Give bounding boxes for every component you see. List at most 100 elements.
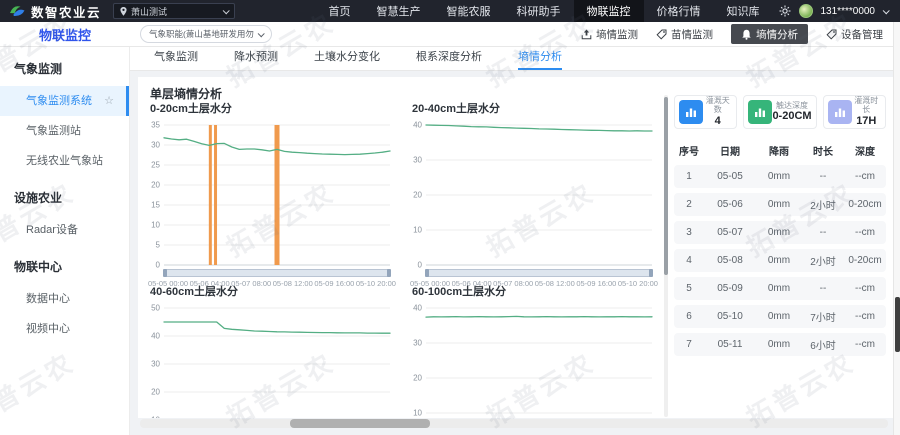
chart-canvas[interactable]: 01020304050: [140, 300, 398, 418]
svg-text:40: 40: [151, 332, 160, 341]
location-label: 萧山测试: [131, 6, 168, 17]
svg-text:30: 30: [151, 360, 160, 369]
svg-text:10: 10: [413, 409, 422, 418]
svg-text:35: 35: [151, 121, 160, 130]
soil-monitor-button[interactable]: 墒情监测: [581, 24, 638, 44]
tab-bar: 气象监测 降水预测 土壤水分变化 根系深度分析 墒情分析: [130, 47, 893, 71]
table-header-cell: 日期: [720, 146, 740, 158]
svg-text:0: 0: [156, 261, 161, 270]
station-selector-label: 气象职能(萧山基地研发用勿动): [149, 29, 254, 39]
app-logo: 数智农业云: [0, 2, 113, 21]
main-panel: 单层墒情分析 0-20cm土层水分 0 5 10 15 20 25 30 35 05-05 00…: [138, 77, 893, 418]
location-selector[interactable]: 萧山测试: [113, 3, 236, 19]
tab-root-depth-analysis[interactable]: 根系深度分析: [416, 51, 482, 63]
charts-scrollbar: [664, 95, 668, 417]
device-management-button[interactable]: 设备管理: [826, 24, 883, 44]
user-avatar[interactable]: [798, 4, 813, 18]
toolbar: 墒情监测 苗情监测 墒情分析: [581, 24, 893, 44]
bar-chart-icon: [679, 100, 703, 124]
sidebar-item-data-center[interactable]: 数据中心: [26, 293, 70, 305]
sidebar-section-facility: 设施农业: [14, 191, 63, 205]
seedling-monitor-button[interactable]: 苗情监测: [656, 24, 713, 44]
svg-text:40: 40: [413, 121, 422, 130]
datazoom-slider[interactable]: [425, 269, 653, 277]
nav-item-home[interactable]: 首页: [328, 6, 351, 18]
sidebar: 气象监测 气象监测系统 ☆ 气象监测站 无线农业气象站 设施农业 Radar设备…: [0, 47, 130, 435]
sidebar-item-video-center[interactable]: 视频中心: [26, 323, 70, 335]
tab-soil-moisture-change[interactable]: 土壤水分变化: [314, 51, 380, 63]
window-scrollbar: [893, 22, 900, 435]
user-phone: 131****0000: [820, 5, 876, 17]
table-row[interactable]: 1 05-05 0mm -- --cm: [674, 165, 886, 188]
horizontal-scrollbar-thumb[interactable]: [290, 419, 430, 428]
chart-title: 60-100cm土层水分: [412, 286, 507, 298]
star-icon[interactable]: ☆: [104, 95, 114, 107]
chart-title: 0-20cm土层水分: [150, 103, 232, 115]
stat-value: 0-20CM: [772, 110, 812, 123]
table-header-cell: 降雨: [769, 146, 789, 158]
svg-text:20: 20: [151, 388, 160, 397]
station-selector[interactable]: 气象职能(萧山基地研发用勿动): [140, 25, 272, 43]
svg-text:10: 10: [413, 226, 422, 235]
chart-20-40cm: 20-40cm土层水分 0 10 20 30 40 05-05 00:00 05-06 04…: [402, 100, 660, 288]
chart-canvas[interactable]: 0 10 20 30 40 05-05 00:00 05-06 04:00 05-07 08:…: [402, 117, 660, 289]
table-row[interactable]: 4 05-08 0mm 2小时 0-20cm: [674, 249, 886, 272]
sidebar-item-wireless-station[interactable]: 无线农业气象站: [26, 155, 103, 167]
stat-card-reached-depth: 触达深度 0-20CM: [743, 95, 817, 129]
chart-title: 20-40cm土层水分: [412, 103, 501, 115]
nav-item-price-market[interactable]: 价格行情: [656, 6, 701, 18]
svg-text:15: 15: [151, 201, 160, 210]
svg-text:30: 30: [413, 339, 422, 348]
tab-precipitation-forecast[interactable]: 降水预测: [234, 51, 278, 63]
svg-text:10: 10: [151, 221, 160, 230]
chart-0-20cm: 0-20cm土层水分 0 5 10 15 20 25 30 35 05-05 00:00 05-0…: [140, 100, 398, 288]
stat-card-irrigation-days: 灌溉天数 4: [674, 95, 738, 129]
table-row[interactable]: 3 05-07 0mm -- --cm: [674, 221, 886, 244]
nav-item-research-assistant[interactable]: 科研助手: [516, 6, 561, 18]
nav-item-knowledge-base[interactable]: 知识库: [726, 6, 760, 18]
chart-canvas[interactable]: 0 5 10 15 20 25 30 35 05-05 00:00 05-06 04:00 05-0…: [140, 117, 398, 289]
sidebar-item-weather-system[interactable]: 气象监测系统 ☆: [0, 86, 129, 116]
nav-item-smart-production[interactable]: 智慧生产: [376, 6, 421, 18]
user-menu-chevron-icon[interactable]: [882, 6, 890, 14]
nav-item-smart-service[interactable]: 智能农服: [446, 6, 491, 18]
svg-text:10: 10: [151, 416, 160, 419]
sidebar-section-iot-center: 物联中心: [14, 260, 63, 274]
user-cluster: 131****0000: [773, 4, 900, 18]
svg-text:40: 40: [413, 304, 422, 313]
tag-icon: [656, 29, 667, 40]
table-header-cell: 时长: [813, 146, 833, 158]
tab-weather-monitor[interactable]: 气象监测: [154, 51, 198, 63]
x-axis-labels: 05-05 00:00 05-06 04:00 05-07 08:00 05-08 1…: [410, 279, 658, 288]
window-scrollbar-thumb[interactable]: [895, 297, 900, 352]
table-header: 序号 日期 降雨 时长 深度: [674, 140, 886, 160]
table-row[interactable]: 5 05-09 0mm -- --cm: [674, 277, 886, 300]
tag-icon: [826, 29, 837, 40]
stat-card-irrigation-duration: 灌溉时长 17H: [822, 95, 886, 129]
chart-40-60cm: 40-60cm土层水分 01020304050: [140, 283, 398, 418]
charts-scrollbar-thumb[interactable]: [664, 97, 668, 275]
table-row[interactable]: 2 05-06 0mm 2小时 0-20cm: [674, 193, 886, 216]
stat-label: 灌溉天数: [705, 95, 730, 115]
gear-icon[interactable]: [779, 5, 791, 17]
table-row[interactable]: 7 05-11 0mm 6小时 --cm: [674, 333, 886, 356]
table-header-cell: 序号: [679, 146, 699, 158]
table-row[interactable]: 6 05-10 0mm 7小时 --cm: [674, 305, 886, 328]
sidebar-item-weather-station[interactable]: 气象监测站: [26, 125, 81, 137]
module-title: 物联监控: [38, 27, 91, 43]
nav-item-iot-monitoring[interactable]: 物联监控: [573, 0, 644, 22]
location-pin-icon: [120, 6, 127, 16]
bar-chart-icon: [827, 100, 852, 124]
soil-analysis-button[interactable]: 墒情分析: [731, 24, 808, 44]
tab-soil-moisture-analysis[interactable]: 墒情分析: [518, 48, 562, 70]
svg-text:50: 50: [151, 304, 160, 313]
sidebar-section-weather: 气象监测: [14, 62, 63, 76]
datazoom-slider[interactable]: [163, 269, 391, 277]
sidebar-item-radar-device[interactable]: Radar设备: [26, 224, 78, 236]
svg-text:30: 30: [413, 156, 422, 165]
x-axis-labels: 05-05 00:00 05-06 04:00 05-07 08:00 05-08 1…: [148, 279, 396, 288]
svg-text:20: 20: [413, 191, 422, 200]
svg-text:25: 25: [151, 161, 160, 170]
